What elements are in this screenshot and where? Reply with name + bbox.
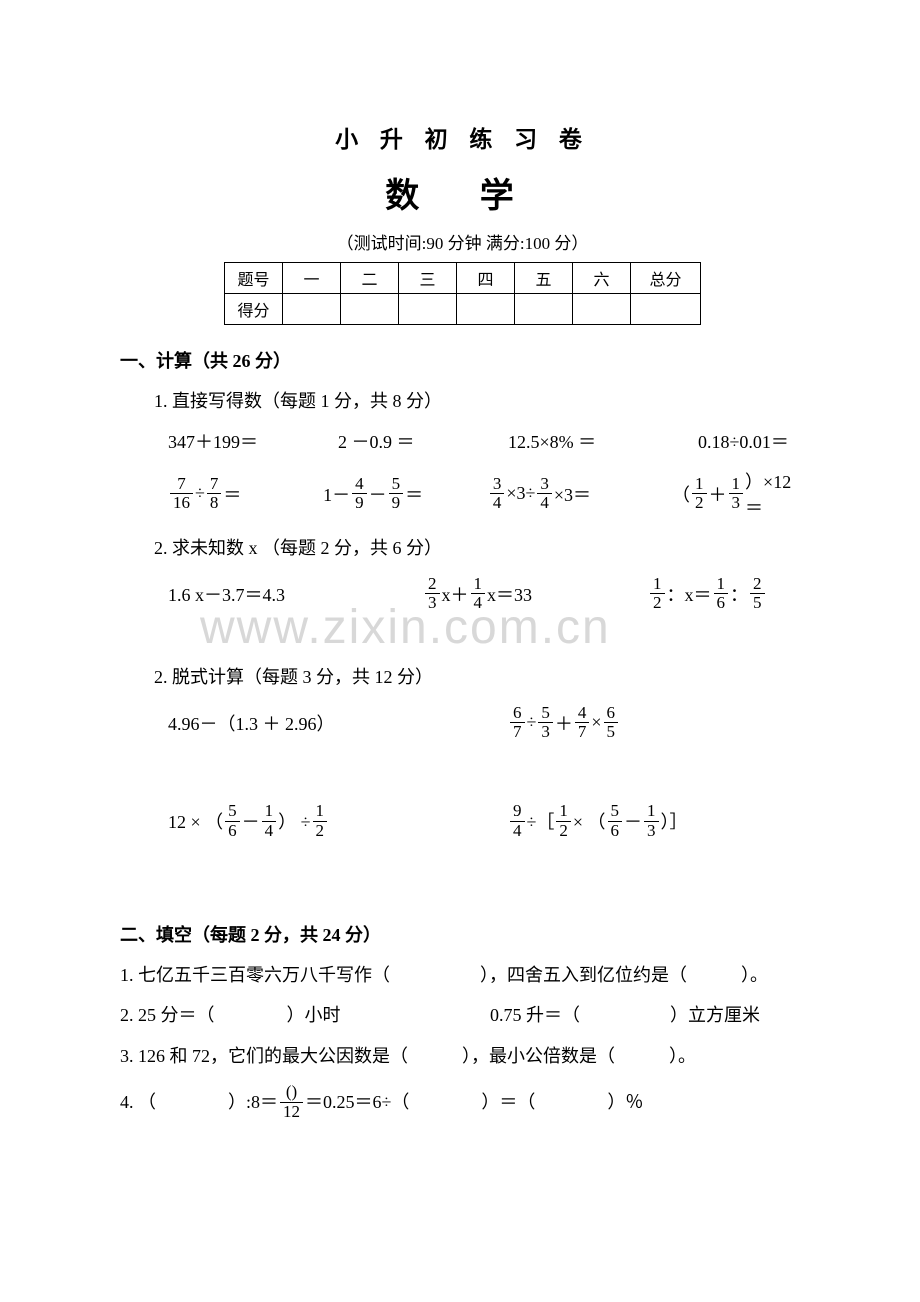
calc-row-4: 12 × （ 56 － 14 ） ÷ 12 94 ÷［ 12 × （ 56 － … (168, 802, 805, 840)
eq-row: 1.6 x－3.7＝4.3 23 x＋ 14 x＝33 12 ：x＝ 16 ： … (168, 575, 805, 613)
cell (399, 294, 457, 325)
expr: 12.5×8% ＝ (508, 428, 698, 454)
expr: 2 －0.9 ＝ (338, 428, 508, 454)
cell: 二 (341, 263, 399, 294)
section-1-heading: 一、计算（共 26 分） (120, 347, 805, 373)
expr: 0.18÷0.01＝ (698, 428, 789, 454)
table-row: 题号 一 二 三 四 五 六 总分 (225, 263, 701, 294)
cell (515, 294, 573, 325)
section-2-heading: 二、填空（每题 2 分，共 24 分） (120, 921, 805, 947)
expr: 12 ：x＝ 16 ： 25 (648, 575, 767, 613)
score-table: 题号 一 二 三 四 五 六 总分 得分 (224, 262, 701, 325)
expr: 67 ÷ 53 ＋ 47 × 65 (508, 704, 620, 742)
expr: 23 x＋ 14 x＝33 (423, 575, 648, 613)
question-3: 2. 脱式计算（每题 3 分，共 12 分） (154, 663, 805, 692)
calc-row-3: 4.96－（1.3 ＋ 2.96） 67 ÷ 53 ＋ 47 × 65 (168, 704, 805, 742)
exam-title-line1: 小 升 初 练 习 卷 (120, 120, 805, 154)
cell: 题号 (225, 263, 283, 294)
expr: 34 ×3÷ 34 ×3＝ (488, 475, 672, 513)
expr: 347＋199＝ (168, 428, 338, 454)
cell (341, 294, 399, 325)
cell (573, 294, 631, 325)
calc-row-2: 716 ÷ 78 ＝ 1－ 49 － 59 ＝ 34 ×3÷ 34 ×3＝ （ … (168, 468, 805, 520)
expr: 4.96－（1.3 ＋ 2.96） (168, 710, 508, 736)
cell: 六 (573, 263, 631, 294)
expr: 716 ÷ 78 ＝ (168, 475, 323, 513)
expr: （ 12 ＋ 13 ）×12＝ (672, 468, 805, 520)
question-2: 2. 求未知数 x （每题 2 分，共 6 分） (154, 534, 805, 563)
fill-2: 2. 25 分＝（ ）小时 0.75 升＝（ ）立方厘米 (120, 1001, 805, 1030)
expr: 1－ 49 － 59 ＝ (323, 475, 488, 513)
cell (283, 294, 341, 325)
cell: 五 (515, 263, 573, 294)
exam-subtitle: （测试时间:90 分钟 满分:100 分） (120, 229, 805, 254)
fill-3: 3. 126 和 72，它们的最大公因数是（ ），最小公倍数是（ ）。 (120, 1042, 805, 1071)
expr: 12 × （ 56 － 14 ） ÷ 12 (168, 802, 508, 840)
table-row: 得分 (225, 294, 701, 325)
expr: 1.6 x－3.7＝4.3 (168, 581, 423, 607)
cell: 四 (457, 263, 515, 294)
exam-title-line2: 数 学 (120, 168, 805, 217)
fill-4: 4. （ ）:8＝ ()12 ＝0.25＝6÷（ ）＝（ ）％ (120, 1083, 805, 1121)
cell (457, 294, 515, 325)
question-1: 1. 直接写得数（每题 1 分，共 8 分） (154, 387, 805, 416)
cell: 总分 (631, 263, 701, 294)
cell (631, 294, 701, 325)
fill-1: 1. 七亿五千三百零六万八千写作（ ），四舍五入到亿位约是（ ）。 (120, 961, 805, 990)
cell: 一 (283, 263, 341, 294)
calc-row-1: 347＋199＝ 2 －0.9 ＝ 12.5×8% ＝ 0.18÷0.01＝ (168, 428, 805, 454)
expr: 94 ÷［ 12 × （ 56 － 13 ）］ (508, 802, 688, 840)
cell: 得分 (225, 294, 283, 325)
cell: 三 (399, 263, 457, 294)
